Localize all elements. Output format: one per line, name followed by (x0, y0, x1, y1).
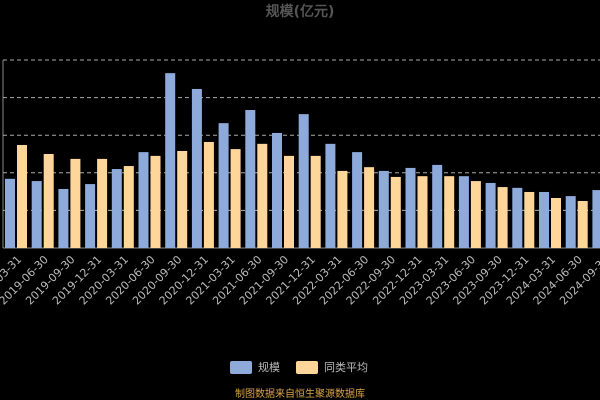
bar (31, 181, 42, 248)
bar (539, 191, 549, 248)
legend-label: 规模 (258, 360, 280, 374)
bar (565, 196, 576, 248)
bar (111, 169, 122, 248)
bar (337, 170, 348, 248)
bar (165, 73, 176, 248)
legend-label: 同类平均 (324, 360, 368, 374)
bar (390, 176, 401, 248)
bar (458, 176, 469, 248)
bar (470, 181, 481, 248)
bar (298, 114, 309, 248)
bar (364, 167, 375, 248)
bar (5, 178, 15, 248)
bar (17, 144, 27, 248)
bar (444, 176, 455, 248)
bar (577, 201, 588, 248)
source-note: 制图数据来自恒生聚源数据库 (235, 387, 365, 400)
bar (405, 167, 416, 248)
bar (85, 184, 96, 248)
bar (497, 187, 508, 248)
bar (352, 152, 363, 248)
bar (524, 191, 535, 248)
bar (138, 152, 149, 248)
bar (310, 155, 321, 248)
bar (272, 132, 282, 248)
bar (417, 176, 428, 248)
bar (230, 149, 241, 248)
bar (284, 155, 294, 248)
bar (325, 143, 336, 248)
bar (378, 170, 389, 248)
bar (592, 190, 600, 248)
bar (512, 187, 523, 248)
bar (123, 166, 134, 248)
bar (191, 88, 202, 249)
bar (485, 182, 496, 248)
legend-swatch (230, 361, 252, 374)
bar (43, 154, 54, 248)
bar (432, 164, 443, 248)
bar (58, 188, 69, 248)
bar (245, 110, 256, 249)
chart-title: 规模(亿元) (266, 3, 335, 20)
bar (150, 155, 161, 248)
bar (551, 197, 561, 248)
bar (70, 158, 81, 248)
bar (177, 150, 188, 248)
bar (203, 141, 214, 248)
bar (218, 123, 229, 248)
bar (97, 158, 108, 248)
bar (257, 143, 268, 248)
legend-swatch (296, 361, 318, 374)
